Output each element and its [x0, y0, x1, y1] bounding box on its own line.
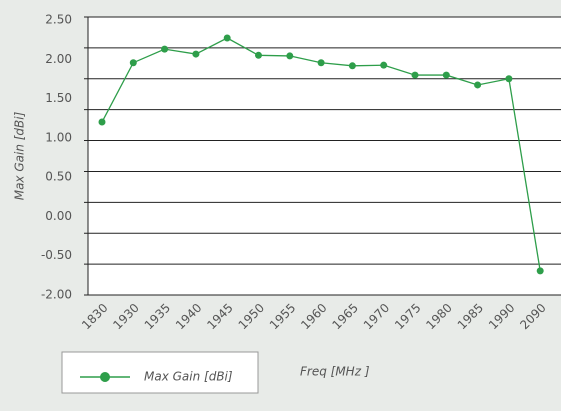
x-tick-label: 1975 — [392, 301, 423, 332]
x-tick-label: 1830 — [79, 301, 110, 332]
x-tick-label: 2090 — [517, 301, 548, 332]
marker — [411, 71, 419, 79]
x-tick-label: 1955 — [267, 301, 298, 332]
x-tick-label: 1985 — [455, 301, 486, 332]
marker — [474, 81, 482, 89]
x-tick-label: 1930 — [110, 301, 141, 332]
marker — [192, 50, 200, 58]
marker — [348, 62, 356, 70]
y-tick-label: 2.00 — [45, 52, 72, 66]
y-tick-label: 1.50 — [45, 91, 72, 105]
x-tick-label: 1980 — [423, 301, 454, 332]
plot-area — [88, 17, 561, 295]
x-tick-label: 1990 — [486, 301, 517, 332]
legend-marker — [100, 372, 110, 382]
marker — [286, 52, 294, 60]
x-tick-label: 1965 — [329, 301, 360, 332]
x-tick-label: 1960 — [298, 301, 329, 332]
marker — [223, 34, 231, 42]
x-tick-label: 1940 — [173, 301, 204, 332]
y-tick-label: -2.00 — [41, 288, 72, 302]
x-tick-label: 1950 — [236, 301, 267, 332]
y-tick-label: 0.50 — [45, 170, 72, 184]
y-tick-label: 2.50 — [45, 13, 72, 27]
marker — [380, 61, 388, 69]
marker — [98, 118, 106, 126]
y-tick-label: -0.50 — [41, 248, 72, 262]
marker — [161, 45, 169, 53]
marker — [536, 267, 544, 275]
legend — [61, 351, 259, 394]
x-tick-label: 1945 — [204, 301, 235, 332]
marker — [505, 75, 513, 83]
x-tick-label: 1970 — [361, 301, 392, 332]
x-tick-label: 1935 — [142, 301, 173, 332]
marker — [317, 59, 325, 67]
marker — [255, 51, 262, 59]
y-tick-label: 1.00 — [45, 130, 72, 144]
legend-label: Max Gain [dBi] — [144, 370, 233, 384]
y-tick-label: 0.00 — [45, 209, 72, 223]
x-axis-label: Freq [MHz ] — [300, 365, 370, 379]
marker — [129, 59, 137, 67]
marker — [442, 71, 450, 79]
y-axis-label: Max Gain [dBi] — [13, 111, 27, 200]
